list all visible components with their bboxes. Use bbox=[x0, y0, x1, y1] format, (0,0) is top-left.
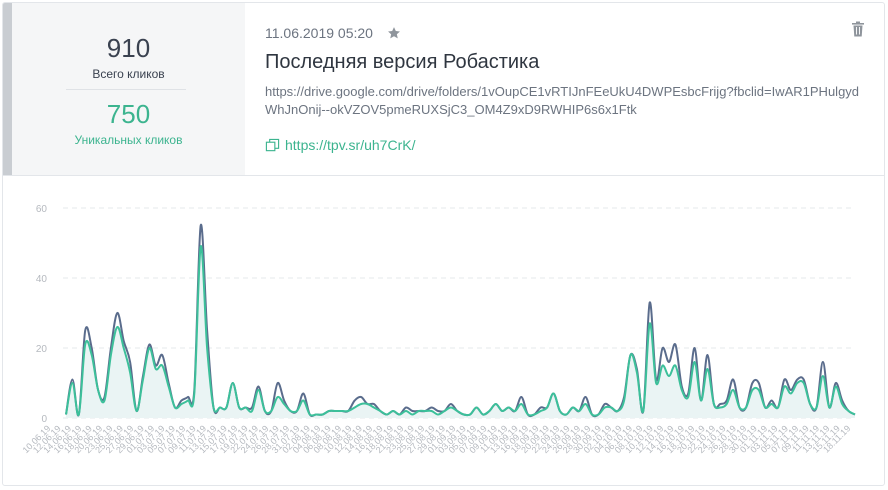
unique-clicks-area bbox=[66, 246, 855, 418]
long-url[interactable]: https://drive.google.com/drive/folders/1… bbox=[265, 84, 860, 117]
card-accent-bar bbox=[3, 3, 12, 175]
link-title: Последняя версия Робастика bbox=[265, 51, 540, 73]
short-url[interactable]: https://tpv.sr/uh7CrK/ bbox=[285, 137, 416, 153]
total-clicks-label: Всего кликов bbox=[92, 67, 165, 81]
link-info: 11.06.2019 05:20 Последняя версия Робаст… bbox=[265, 3, 865, 175]
y-tick-label: 20 bbox=[36, 344, 48, 355]
y-tick-label: 0 bbox=[41, 414, 47, 425]
date-row: 11.06.2019 05:20 bbox=[265, 25, 401, 41]
trash-icon[interactable] bbox=[851, 21, 865, 37]
clicks-chart: 020406010.06.1912.06.1914.06.1916.06.191… bbox=[21, 204, 856, 455]
unique-clicks-value: 750 bbox=[106, 99, 151, 129]
copy-icon[interactable] bbox=[265, 138, 280, 153]
y-tick-label: 40 bbox=[36, 274, 48, 285]
short-link-row[interactable]: https://tpv.sr/uh7CrK/ bbox=[265, 137, 415, 153]
star-icon[interactable] bbox=[387, 26, 401, 40]
unique-clicks-line bbox=[65, 245, 856, 417]
card-separator bbox=[3, 175, 884, 176]
stats-panel: 910 Всего кликов 750 Уникальных кликов bbox=[12, 3, 245, 175]
y-tick-label: 60 bbox=[36, 204, 48, 215]
total-clicks-line bbox=[65, 223, 856, 418]
link-date: 11.06.2019 05:20 bbox=[265, 25, 373, 41]
unique-clicks-label: Уникальных кликов bbox=[74, 133, 183, 147]
stats-divider bbox=[66, 89, 186, 90]
total-clicks-value: 910 bbox=[106, 33, 151, 63]
